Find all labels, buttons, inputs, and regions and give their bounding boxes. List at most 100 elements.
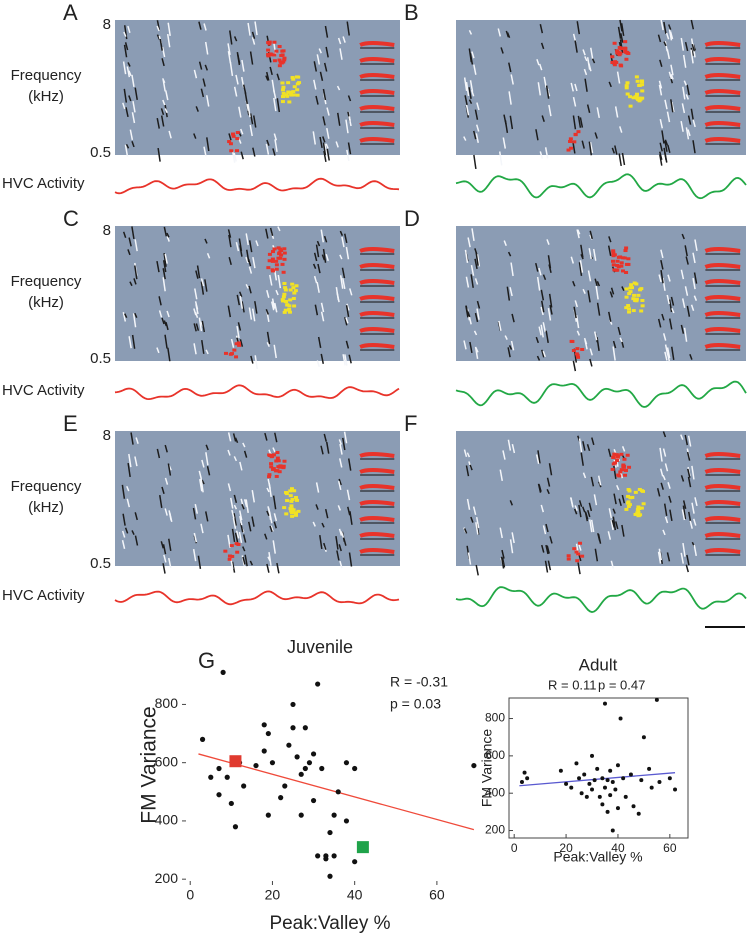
streak [346,149,350,162]
streak [475,124,480,132]
yellow-blob [282,310,287,314]
point [615,806,620,811]
streak [588,502,593,512]
streak [670,64,674,76]
streak [535,262,539,272]
streak [335,141,339,148]
streak [597,475,602,486]
streak [570,256,575,264]
streak [247,103,251,118]
red-blob [618,470,623,474]
streak [325,46,329,58]
streak [590,476,595,487]
streak [468,315,472,325]
red-blob [277,64,282,68]
y-tick-label: 600 [485,748,505,762]
harmonic [359,452,395,458]
streak [576,330,581,336]
streak [122,102,126,110]
streak [313,61,318,72]
annotation: R = -0.31 [390,674,448,690]
point [558,768,563,773]
point [519,780,524,784]
streak [227,50,232,64]
streak [588,141,593,156]
streak [122,231,127,238]
streak [569,497,574,507]
point [228,800,234,807]
streak [666,353,671,363]
streak [466,452,471,458]
streak [242,84,247,94]
streak [591,58,596,64]
point [587,781,592,786]
streak [621,286,625,292]
streak [266,139,270,146]
streak [621,524,625,537]
streak [580,244,584,258]
streak [582,472,587,479]
streak [616,484,620,491]
streak [656,488,661,497]
streak [232,433,237,442]
y-tick-label: 200 [155,870,179,886]
streak [692,252,696,264]
streak [621,494,626,504]
streak [323,433,328,442]
streak [547,560,552,571]
streak [198,61,203,70]
streak [684,434,689,446]
red-blob [575,559,580,563]
streak [660,482,664,490]
streak [539,63,543,71]
streak [233,36,238,42]
streak [574,83,578,92]
point [282,783,288,789]
yellow-blob [631,297,636,301]
streak [347,142,352,155]
yellow-blob [294,511,299,515]
yellow-blob [288,507,293,511]
yellow-blob [284,512,289,516]
red-blob [610,467,615,471]
yellow-blob [289,504,294,508]
streak [541,115,545,123]
streak [472,506,477,515]
point [199,736,206,742]
yellow-blob [284,93,289,97]
streak [680,269,685,280]
streak [662,475,666,481]
streak [662,529,666,536]
y-tick-label: 800 [155,695,179,711]
streak [250,355,254,364]
streak [132,313,137,328]
streak [464,249,469,263]
streak [335,535,339,550]
streak [581,140,585,149]
streak [660,249,664,259]
streak [349,288,353,296]
harmonic [359,468,395,474]
red-blob [626,257,631,261]
streak [668,71,673,80]
streak [126,498,131,508]
red-blob [230,554,235,558]
yellow-blob [281,91,286,95]
streak [265,308,269,315]
streak [200,478,204,493]
streak [276,73,280,81]
streak [659,447,663,462]
streak [683,80,687,86]
yellow-blob [629,283,634,287]
red-blob [235,137,240,141]
streak [274,302,278,313]
red-blob [266,266,271,270]
streak [498,151,503,166]
streak [475,133,479,143]
harmonic [704,121,741,127]
streak [473,330,478,336]
streak [273,344,277,359]
red-blob [277,45,282,49]
red-blob [271,250,276,254]
streak [614,106,619,118]
